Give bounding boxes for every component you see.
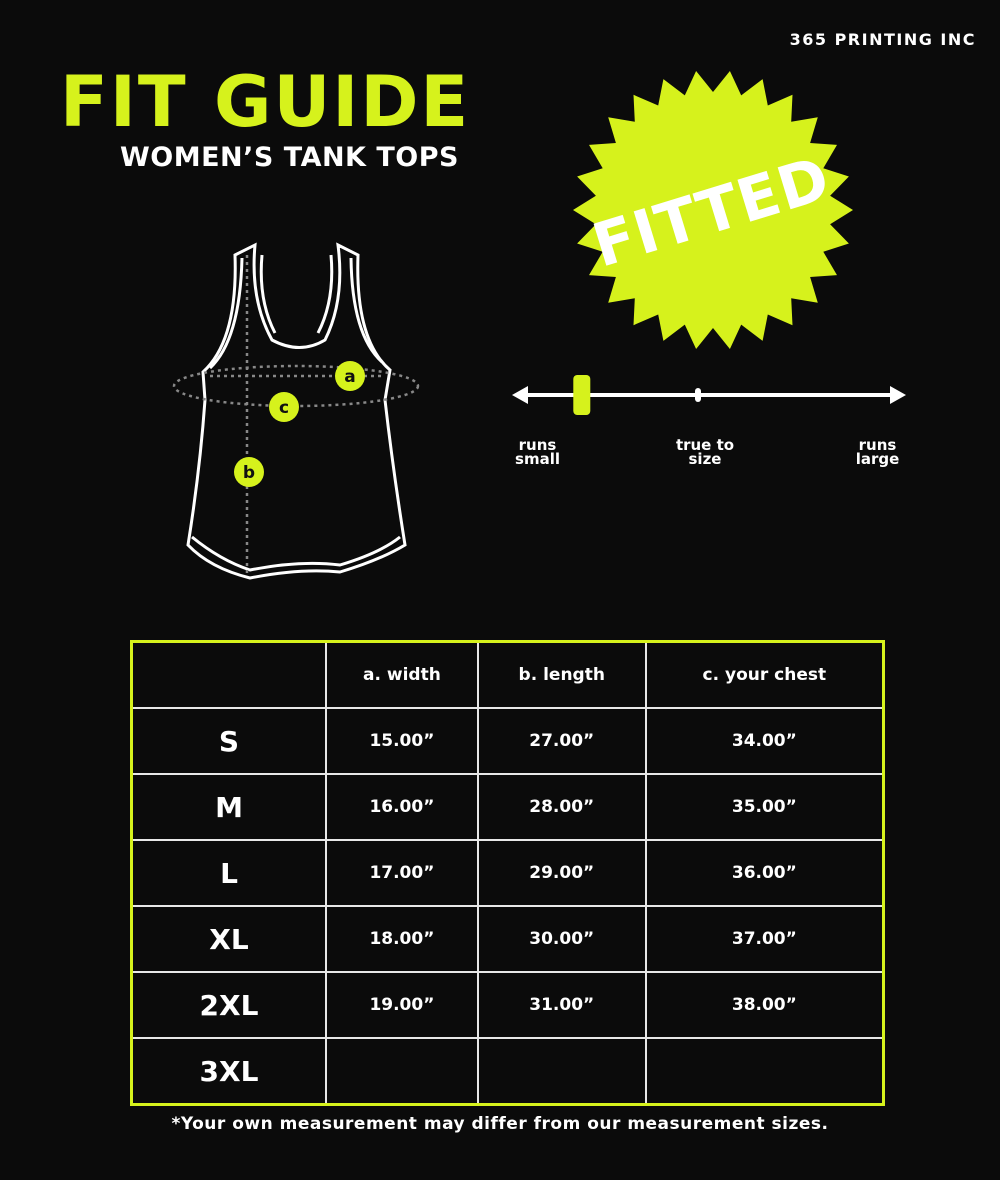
page-title: FIT GUIDE: [60, 61, 471, 143]
fit-position-marker: [573, 375, 591, 415]
table-header-row: a. width b. length c. your chest: [130, 640, 885, 709]
arrow-right-icon: [890, 386, 906, 404]
measurement-cell: 37.00”: [644, 905, 885, 973]
size-label: 2XL: [130, 971, 327, 1039]
page-subtitle: WOMEN’S TANK TOPS: [120, 142, 459, 173]
table-row: L 17.00” 29.00” 36.00”: [130, 839, 885, 907]
svg-text:b: b: [243, 463, 255, 483]
measurement-cell: [325, 1037, 479, 1106]
svg-text:a: a: [344, 367, 355, 387]
measurement-cell: 16.00”: [325, 773, 479, 841]
header-length: b. length: [476, 640, 647, 709]
footnote: *Your own measurement may differ from ou…: [171, 1114, 829, 1134]
measurement-cell: 17.00”: [325, 839, 479, 907]
table-row: S 15.00” 27.00” 34.00”: [130, 707, 885, 775]
label-true-to-size: true to size: [675, 436, 735, 468]
measurement-cell: 36.00”: [644, 839, 885, 907]
fit-scale: [512, 375, 906, 415]
size-label: S: [130, 707, 327, 775]
svg-text:c: c: [279, 398, 289, 418]
tank-top-diagram: [172, 242, 420, 580]
measurement-cell: 18.00”: [325, 905, 479, 973]
measurement-cell: 27.00”: [476, 707, 647, 775]
label-runs-large: runs large: [855, 436, 900, 468]
fitted-badge-starburst: [573, 71, 853, 349]
table-row: 2XL 19.00” 31.00” 38.00”: [130, 971, 885, 1039]
measurement-cell: 19.00”: [325, 971, 479, 1039]
measurement-cell: [476, 1037, 647, 1106]
table-row: M 16.00” 28.00” 35.00”: [130, 773, 885, 841]
measurement-cell: 15.00”: [325, 707, 479, 775]
header-chest: c. your chest: [644, 640, 885, 709]
header-width: a. width: [325, 640, 479, 709]
size-label: L: [130, 839, 327, 907]
label-runs-small: runs small: [515, 436, 560, 468]
size-table: a. width b. length c. your chest S 15.00”…: [130, 640, 885, 1106]
header-cell: [130, 640, 327, 709]
size-label: XL: [130, 905, 327, 973]
measurement-cell: 34.00”: [644, 707, 885, 775]
marker-a: a: [335, 361, 365, 391]
size-label: 3XL: [130, 1037, 327, 1106]
size-label: M: [130, 773, 327, 841]
measurement-cell: 31.00”: [476, 971, 647, 1039]
true-to-size-tick: [695, 388, 701, 402]
measurement-cell: 30.00”: [476, 905, 647, 973]
marker-c: c: [269, 392, 299, 422]
measurement-cell: [644, 1037, 885, 1106]
measurement-cell: 38.00”: [644, 971, 885, 1039]
marker-b: b: [234, 457, 264, 487]
arrow-left-icon: [512, 386, 528, 404]
table-row: XL 18.00” 30.00” 37.00”: [130, 905, 885, 973]
measurement-cell: 35.00”: [644, 773, 885, 841]
brand-name: 365 PRINTING INC: [789, 30, 976, 49]
measurement-cell: 29.00”: [476, 839, 647, 907]
table-row: 3XL: [130, 1037, 885, 1106]
measurement-cell: 28.00”: [476, 773, 647, 841]
